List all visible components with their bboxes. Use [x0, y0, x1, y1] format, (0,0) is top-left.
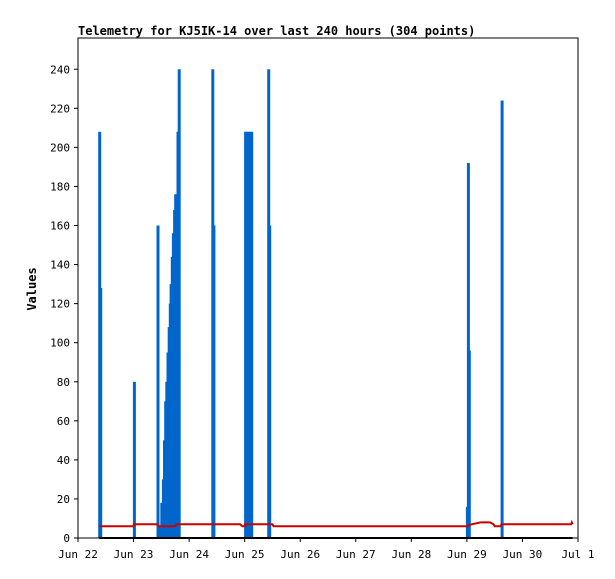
x-axis: Jun 22 Jun 23 Jun 24 Jun 25 Jun 26 Jun 27 Jun … [58, 538, 595, 561]
y-tick-label: 20 [57, 493, 70, 506]
y-tick-label: 220 [50, 102, 70, 115]
value-bar [156, 225, 160, 538]
value-bar [158, 526, 161, 538]
y-tick-label: 100 [50, 337, 70, 350]
plot-frame [77, 37, 579, 539]
red-series-line [99, 519, 574, 528]
y-tick-label: 160 [50, 220, 70, 233]
y-tick-label: 40 [57, 454, 70, 467]
x-tick-label: Jun 30 [503, 548, 543, 561]
y-tick-label: 140 [50, 259, 70, 272]
value-bar [467, 350, 471, 538]
x-tick-label: Jun 28 [391, 548, 431, 561]
value-bar [160, 502, 164, 538]
y-tick-label: 60 [57, 415, 70, 428]
x-tick-label: Jun 22 [58, 548, 98, 561]
value-bar [268, 225, 272, 538]
y-tick-label: 180 [50, 180, 70, 193]
value-bar [250, 131, 254, 539]
y-tick-label: 80 [57, 376, 70, 389]
x-tick-label: Jun 25 [225, 548, 265, 561]
y-axis: 0 20 40 60 80 100 120 140 160 180 200 220 240 [50, 63, 78, 545]
x-tick-label: Jul 1 [561, 548, 594, 561]
y-axis-label: Values [25, 267, 39, 310]
value-bar [132, 381, 136, 539]
plot-area [98, 69, 574, 539]
y-tick-label: 240 [50, 63, 70, 76]
x-tick-label: Jun 23 [114, 548, 154, 561]
value-bar [247, 131, 251, 539]
chart-title: Telemetry for KJ5IK-14 over last 240 hou… [78, 24, 475, 38]
y-tick-label: 0 [63, 532, 70, 545]
x-tick-label: Jun 27 [336, 548, 376, 561]
x-tick-label: Jun 26 [280, 548, 320, 561]
value-bar [500, 100, 504, 538]
y-tick-label: 200 [50, 141, 70, 154]
value-bar [212, 225, 216, 538]
value-bar [99, 288, 103, 538]
x-tick-label: Jun 24 [169, 548, 209, 561]
y-tick-label: 120 [50, 298, 70, 311]
value-bar [177, 69, 181, 539]
x-tick-label: Jun 29 [447, 548, 487, 561]
